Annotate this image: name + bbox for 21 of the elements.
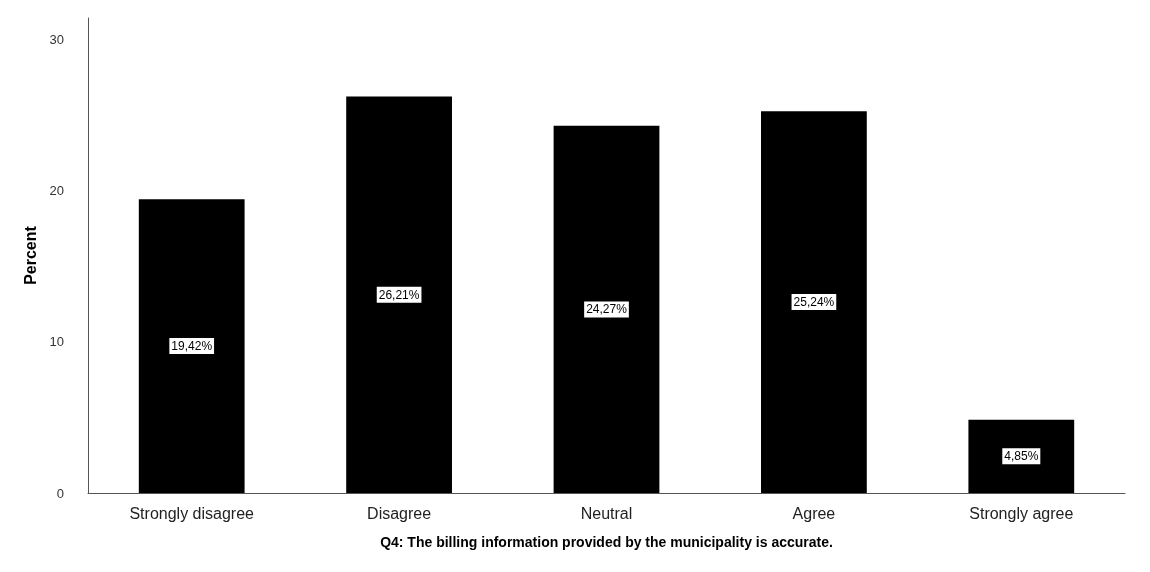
x-tick-label: Strongly disagree bbox=[129, 504, 255, 522]
y-axis-title: Percent bbox=[22, 225, 40, 285]
y-tick-label: 0 bbox=[56, 485, 64, 501]
bar bbox=[761, 111, 867, 493]
x-tick-label: Neutral bbox=[580, 504, 633, 522]
x-tick-label: Disagree bbox=[367, 504, 432, 522]
data-label: 26,21% bbox=[378, 287, 420, 302]
data-label: 4,85% bbox=[1004, 449, 1039, 464]
x-tick-label: Agree bbox=[792, 504, 836, 522]
data-label: 25,24% bbox=[793, 295, 835, 310]
data-label: 19,42% bbox=[171, 339, 213, 354]
bar bbox=[346, 96, 452, 493]
bar bbox=[138, 199, 245, 493]
y-tick-label: 10 bbox=[49, 334, 64, 350]
y-tick-label: 30 bbox=[49, 31, 64, 47]
bar bbox=[968, 419, 1075, 493]
y-tick-label: 20 bbox=[49, 182, 64, 198]
x-tick-label: Strongly agree bbox=[969, 504, 1074, 522]
bar bbox=[553, 125, 660, 493]
x-axis-title: Q4: The billing information provided by the municipality is accurate. bbox=[380, 534, 833, 550]
data-label: 24,27% bbox=[586, 302, 628, 317]
